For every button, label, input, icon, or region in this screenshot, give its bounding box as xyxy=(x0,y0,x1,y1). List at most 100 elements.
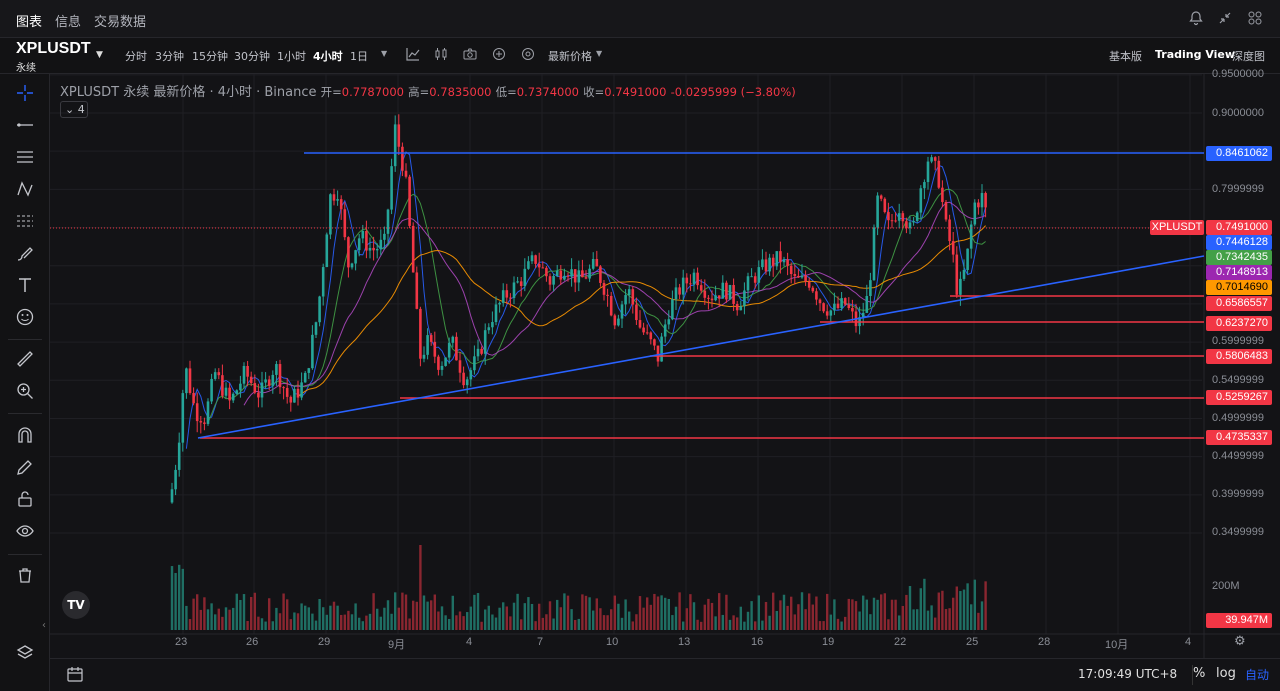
tf-dropdown-icon[interactable]: ▼ xyxy=(381,49,388,58)
volume-bar xyxy=(872,597,876,630)
candle-body xyxy=(397,124,401,147)
candle-body xyxy=(476,348,480,357)
collapse-arrow-icon[interactable]: ‹ xyxy=(42,620,46,631)
log-toggle[interactable]: log xyxy=(1216,666,1236,681)
lock-icon[interactable] xyxy=(13,489,37,513)
price-type-dropdown-icon[interactable]: ▼ xyxy=(596,49,603,58)
crosshair-icon[interactable] xyxy=(13,83,37,107)
pencil-lock-icon[interactable] xyxy=(13,457,37,481)
candle-body xyxy=(663,324,667,337)
view-depth[interactable]: 深度图 xyxy=(1232,50,1265,63)
auto-toggle[interactable]: 自动 xyxy=(1245,668,1270,682)
eye-icon[interactable] xyxy=(13,521,37,545)
legend-title: XPLUSDT 永续 最新价格 · 4小时 · Binance xyxy=(60,85,317,100)
candle-body xyxy=(199,421,203,423)
tab-trading-data[interactable]: 交易数据 xyxy=(94,15,147,30)
volume-bar xyxy=(516,593,519,630)
volume-bar xyxy=(628,611,631,630)
price-type-select[interactable]: 最新价格 xyxy=(548,50,592,63)
candle-body xyxy=(581,270,584,278)
volume-bar xyxy=(412,600,415,630)
candle-body xyxy=(696,272,699,286)
candle-body xyxy=(836,303,840,308)
tf-4h[interactable]: 4小时 xyxy=(313,50,343,63)
pattern-icon[interactable] xyxy=(13,179,37,203)
brush-icon[interactable] xyxy=(13,243,37,267)
volume-bar xyxy=(862,595,865,630)
grid-icon[interactable] xyxy=(1246,10,1264,28)
volume-bar xyxy=(790,596,793,630)
trend-line-icon[interactable] xyxy=(13,115,37,139)
indicator-icon[interactable] xyxy=(406,47,420,64)
volume-bar xyxy=(944,609,948,630)
candle-body xyxy=(555,270,559,277)
volume-bar xyxy=(736,617,739,630)
layers-icon[interactable] xyxy=(13,643,37,667)
symbol-name[interactable]: XPLUSDT xyxy=(16,40,91,57)
candle-body xyxy=(969,224,973,249)
toolbar-divider xyxy=(8,413,42,414)
volume-bar xyxy=(811,604,814,630)
tf-1d[interactable]: 1日 xyxy=(350,50,368,63)
percent-toggle[interactable]: % xyxy=(1193,666,1206,681)
fib-icon[interactable] xyxy=(13,211,37,235)
x-tick: 22 xyxy=(894,636,907,648)
x-tick: 29 xyxy=(318,636,331,648)
candle-body xyxy=(951,241,955,255)
candle-body xyxy=(293,388,296,403)
emoji-icon[interactable] xyxy=(13,307,37,331)
bell-icon[interactable] xyxy=(1187,10,1205,28)
tab-info[interactable]: 信息 xyxy=(55,15,82,30)
candle-body xyxy=(908,222,912,229)
date-range-icon[interactable] xyxy=(66,665,84,687)
volume-bar xyxy=(725,594,728,630)
axis-tick: 0.5999999 xyxy=(1212,335,1264,347)
volume-bar xyxy=(419,545,422,630)
volume-bar xyxy=(458,611,462,630)
candle-body xyxy=(645,332,649,334)
candle-body xyxy=(861,312,865,318)
tf-1h[interactable]: 1小时 xyxy=(277,50,306,63)
volume-bar xyxy=(271,621,274,630)
tf-3m[interactable]: 3分钟 xyxy=(155,50,184,63)
tf-tick[interactable]: 分时 xyxy=(125,50,147,63)
candle-body xyxy=(901,213,905,222)
candle-body xyxy=(944,201,948,220)
volume-bar xyxy=(462,616,465,630)
parallel-lines-icon[interactable] xyxy=(13,147,37,171)
volume-bar xyxy=(203,597,206,630)
axis-settings-icon[interactable]: ⚙ xyxy=(1234,634,1246,649)
change-value: -0.0295999 (−3.80%) xyxy=(670,85,796,99)
candle-body xyxy=(289,396,293,403)
trash-icon[interactable] xyxy=(13,565,37,589)
tf-15m[interactable]: 15分钟 xyxy=(192,50,228,63)
volume-bar xyxy=(815,596,818,630)
view-tradingview[interactable]: Trading View xyxy=(1155,48,1236,61)
clock-time[interactable]: 17:09:49 UTC+8 xyxy=(1078,667,1178,681)
settings-icon[interactable] xyxy=(521,47,535,64)
view-basic[interactable]: 基本版 xyxy=(1109,50,1142,63)
tradingview-logo[interactable]: TV xyxy=(62,591,90,619)
tab-chart[interactable]: 图表 xyxy=(16,15,43,30)
text-icon[interactable] xyxy=(13,275,37,299)
volume-bar xyxy=(689,594,692,630)
candle-body xyxy=(966,248,969,270)
volume-bar xyxy=(667,598,670,630)
ruler-icon[interactable] xyxy=(13,349,37,373)
volume-bar xyxy=(232,607,235,630)
zoom-icon[interactable] xyxy=(13,381,37,405)
candle-body xyxy=(231,393,235,401)
collapse-icon[interactable] xyxy=(1216,10,1234,28)
camera-icon[interactable] xyxy=(463,47,477,64)
symbol-dropdown-icon[interactable]: ▼ xyxy=(96,50,103,60)
magnet-icon[interactable] xyxy=(13,425,37,449)
candle-type-icon[interactable] xyxy=(434,47,448,64)
indicator-toggle[interactable]: ⌄ 4 xyxy=(60,101,88,118)
tf-30m[interactable]: 30分钟 xyxy=(234,50,270,63)
candle-body xyxy=(793,274,797,276)
volume-bar xyxy=(761,620,764,630)
chart-area[interactable] xyxy=(50,74,1280,658)
candle-body xyxy=(480,348,483,354)
add-icon[interactable] xyxy=(492,47,506,64)
volume-bar xyxy=(908,586,912,630)
